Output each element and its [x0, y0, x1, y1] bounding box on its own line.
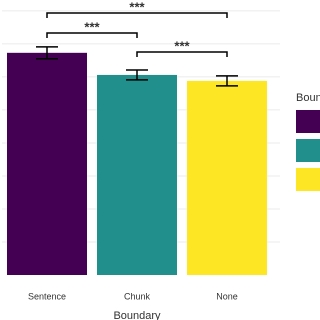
- legend-swatch: [296, 139, 320, 162]
- error-bar: [126, 69, 148, 81]
- bar: [187, 80, 267, 275]
- x-axis-title: Boundary: [113, 310, 161, 320]
- error-bar: [36, 46, 58, 60]
- significance-label: ***: [174, 38, 190, 53]
- x-tick-label: None: [216, 291, 238, 301]
- legend-title: Boundary: [296, 92, 320, 104]
- significance-bracket: [46, 32, 138, 38]
- significance-bracket: [136, 51, 228, 57]
- bar: [97, 74, 177, 276]
- legend-swatch: [296, 168, 320, 191]
- error-bar: [216, 75, 238, 87]
- significance-label: ***: [84, 19, 100, 34]
- significance-bracket: [46, 12, 228, 18]
- x-tick-label: Chunk: [124, 291, 151, 301]
- bar: [7, 52, 87, 275]
- significance-label: ***: [129, 0, 145, 14]
- x-tick-label: Sentence: [28, 291, 66, 301]
- legend-swatch: [296, 110, 320, 133]
